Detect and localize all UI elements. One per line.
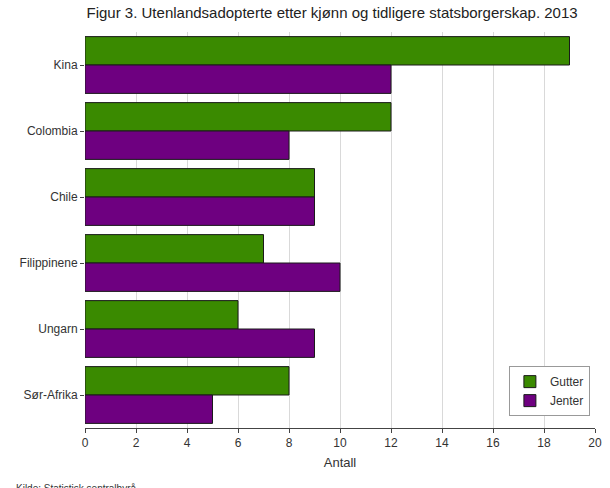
svg-text:Antall: Antall xyxy=(324,455,357,470)
svg-text:Colombia: Colombia xyxy=(27,124,78,138)
svg-text:8: 8 xyxy=(286,436,293,450)
svg-text:14: 14 xyxy=(435,436,449,450)
svg-text:Filippinene: Filippinene xyxy=(20,256,78,270)
svg-text:4: 4 xyxy=(184,436,191,450)
svg-text:0: 0 xyxy=(82,436,89,450)
svg-text:Jenter: Jenter xyxy=(550,394,583,408)
svg-text:18: 18 xyxy=(537,436,551,450)
svg-text:Ungarn: Ungarn xyxy=(38,322,77,336)
svg-text:20: 20 xyxy=(588,436,602,450)
svg-text:Sør-Afrika: Sør-Afrika xyxy=(24,388,78,402)
svg-text:Kilde: Statistisk sentralbyrå.: Kilde: Statistisk sentralbyrå. xyxy=(16,483,139,488)
svg-text:12: 12 xyxy=(384,436,398,450)
svg-text:10: 10 xyxy=(333,436,347,450)
svg-text:6: 6 xyxy=(235,436,242,450)
svg-text:Gutter: Gutter xyxy=(550,375,583,389)
svg-text:Kina: Kina xyxy=(54,58,78,72)
svg-text:Chile: Chile xyxy=(50,190,78,204)
svg-text:2: 2 xyxy=(133,436,140,450)
svg-text:16: 16 xyxy=(486,436,500,450)
svg-text:Figur 3. Utenlandsadopterte et: Figur 3. Utenlandsadopterte etter kjønn … xyxy=(87,4,578,21)
